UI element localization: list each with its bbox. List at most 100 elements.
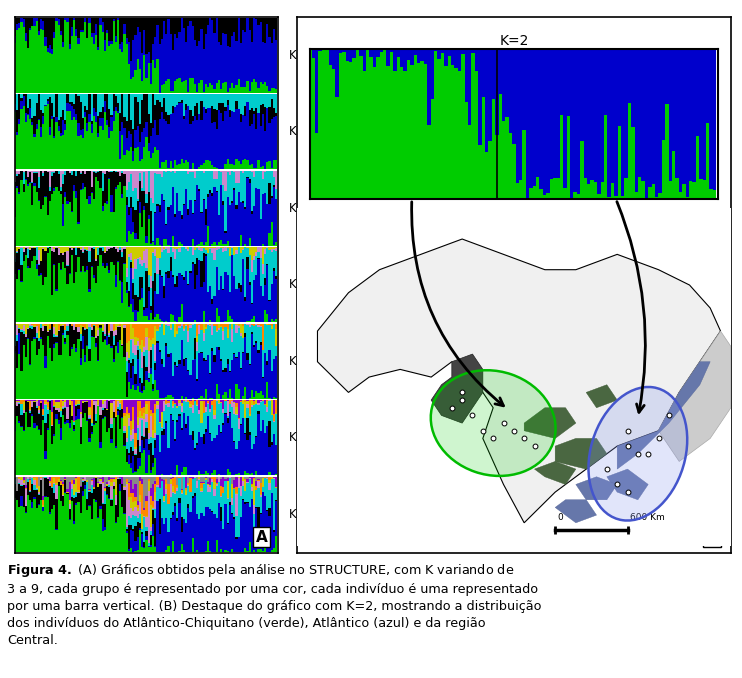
Bar xyxy=(257,414,260,475)
Bar xyxy=(273,108,275,117)
Bar xyxy=(174,94,176,107)
Bar xyxy=(176,408,178,420)
Bar xyxy=(478,145,482,199)
Bar xyxy=(77,401,79,404)
Bar xyxy=(536,49,539,178)
Bar xyxy=(132,247,134,268)
Bar xyxy=(223,205,225,244)
Bar xyxy=(108,344,111,399)
Bar xyxy=(113,111,115,121)
Bar xyxy=(203,414,205,435)
Bar xyxy=(145,414,148,422)
Bar xyxy=(207,197,209,226)
Bar xyxy=(106,410,108,432)
Bar xyxy=(62,325,65,326)
Bar xyxy=(102,18,104,22)
Bar xyxy=(159,94,161,102)
Bar xyxy=(82,478,84,479)
Bar xyxy=(329,65,332,199)
Bar xyxy=(246,325,249,353)
Bar xyxy=(139,514,141,523)
Bar xyxy=(38,31,40,35)
Bar xyxy=(262,274,264,296)
Bar xyxy=(22,431,24,475)
Bar xyxy=(191,26,194,79)
Bar xyxy=(203,18,205,49)
Bar xyxy=(95,112,97,121)
Bar xyxy=(115,521,117,523)
Bar xyxy=(225,272,226,321)
Bar xyxy=(24,412,27,475)
Bar xyxy=(154,317,157,322)
Bar xyxy=(335,98,339,199)
Bar xyxy=(242,174,244,201)
Bar xyxy=(115,247,117,250)
Bar xyxy=(65,344,67,399)
Bar xyxy=(194,199,196,201)
Bar xyxy=(123,426,125,431)
Bar xyxy=(148,492,150,543)
Bar xyxy=(269,400,271,401)
Bar xyxy=(266,325,269,361)
Bar xyxy=(225,368,226,372)
Bar xyxy=(203,311,205,322)
Bar xyxy=(198,400,200,410)
Bar xyxy=(163,524,165,552)
Bar xyxy=(349,62,352,199)
Bar xyxy=(70,484,73,489)
Bar xyxy=(29,171,31,172)
Bar xyxy=(18,329,20,333)
Bar xyxy=(413,49,417,56)
Bar xyxy=(141,393,143,399)
Bar xyxy=(207,161,209,170)
Bar xyxy=(40,28,42,93)
Bar xyxy=(31,261,33,322)
Bar xyxy=(157,174,159,204)
Bar xyxy=(196,515,198,550)
Bar xyxy=(38,178,40,188)
Bar xyxy=(70,420,73,475)
Bar xyxy=(128,306,130,322)
Bar xyxy=(180,406,183,412)
Bar xyxy=(137,417,139,425)
Bar xyxy=(143,31,145,56)
Bar xyxy=(148,171,150,193)
Bar xyxy=(45,18,47,37)
Bar xyxy=(207,292,209,322)
Bar xyxy=(492,49,495,99)
Bar xyxy=(132,530,134,532)
Bar xyxy=(14,478,16,479)
Bar xyxy=(42,124,45,170)
Bar xyxy=(689,180,692,199)
Bar xyxy=(123,323,125,325)
Bar xyxy=(191,171,194,172)
Bar xyxy=(191,496,194,498)
Bar xyxy=(218,401,220,403)
Bar xyxy=(264,496,266,540)
Bar xyxy=(211,477,214,479)
Bar xyxy=(130,441,132,447)
Bar xyxy=(67,251,68,265)
Bar xyxy=(180,490,183,492)
Bar xyxy=(95,24,97,35)
Bar xyxy=(145,517,148,527)
Bar xyxy=(709,49,713,189)
Bar xyxy=(198,334,200,353)
Bar xyxy=(148,64,150,93)
Bar xyxy=(56,248,58,289)
Bar xyxy=(79,323,82,325)
Bar xyxy=(216,540,218,552)
Bar xyxy=(198,167,200,170)
Bar xyxy=(60,411,62,418)
Bar xyxy=(70,326,73,346)
Bar xyxy=(132,222,134,232)
Bar xyxy=(82,247,84,252)
Bar xyxy=(113,265,115,322)
Bar xyxy=(113,264,115,265)
Bar xyxy=(187,209,189,216)
Bar xyxy=(242,250,244,260)
Bar xyxy=(189,94,191,111)
Bar xyxy=(168,532,170,546)
Bar xyxy=(665,49,669,104)
Bar xyxy=(148,52,150,64)
